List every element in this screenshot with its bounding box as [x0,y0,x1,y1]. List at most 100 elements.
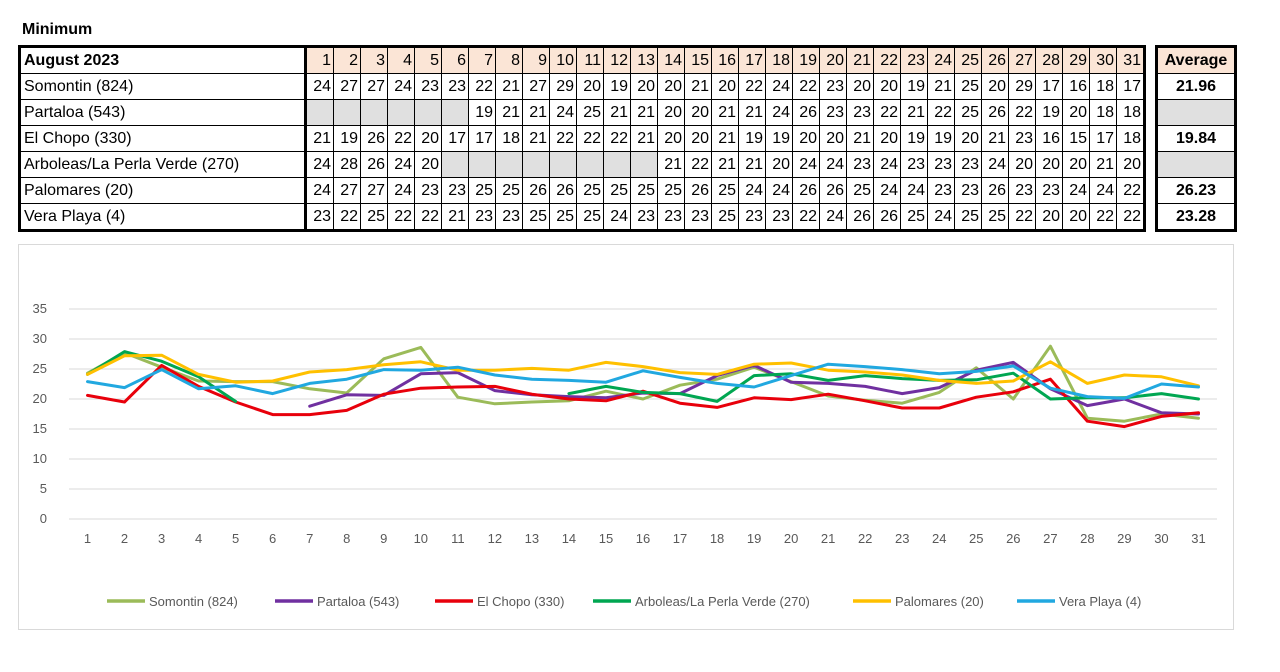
temperature-cell: 29 [1008,73,1036,100]
x-tick-label: 19 [747,531,761,546]
temperature-cell: 20 [1062,99,1090,126]
temperature-cell: 17 [1035,73,1063,100]
temperature-cell: 22 [738,73,766,100]
temperature-cell [576,151,604,178]
temperature-cell: 22 [1008,99,1036,126]
series-line [86,353,1200,388]
temperature-cell: 27 [360,177,388,204]
temperature-cell: 22 [1116,177,1145,204]
day-header: 25 [954,46,982,74]
day-header: 9 [522,46,550,74]
temperature-cell: 22 [576,125,604,152]
temperature-cell: 25 [657,177,685,204]
temperature-cell: 21 [630,99,658,126]
temperature-cell: 23 [900,151,928,178]
station-name: Somontin (824) [19,73,307,100]
x-tick-label: 31 [1191,531,1205,546]
x-tick-label: 26 [1006,531,1020,546]
temperature-cell: 21 [1089,151,1117,178]
average-cell: 23.28 [1156,203,1236,231]
temperature-cell: 25 [576,177,604,204]
day-header: 15 [684,46,712,74]
day-header: 8 [495,46,523,74]
temperature-cell: 21 [305,125,334,152]
temperature-cell: 25 [846,177,874,204]
header-label: August 2023 [19,46,307,74]
table-row: Partaloa (543) 19 21 21 24 25 21 21 20 20 21 21 24 26… [19,99,1145,126]
temperature-cell: 22 [792,203,820,231]
day-header: 10 [549,46,577,74]
temperature-cell: 23 [630,203,658,231]
temperature-cell: 26 [522,177,550,204]
average-cell [1156,151,1236,178]
temperature-cell: 20 [576,73,604,100]
temperature-cell: 26 [873,203,901,231]
x-tick-label: 12 [488,531,502,546]
temperature-cell: 25 [981,203,1009,231]
temperature-cell: 26 [981,177,1009,204]
legend-label: Somontin (824) [149,594,238,609]
temperature-cell: 24 [305,151,334,178]
average-cell [1156,99,1236,126]
temperature-cell: 25 [954,73,982,100]
temperature-cell: 21 [684,73,712,100]
temperature-cell: 18 [1116,125,1145,152]
temperature-cell: 26 [360,125,388,152]
temperature-cell: 23 [495,203,523,231]
x-tick-label: 28 [1080,531,1094,546]
temperature-cell: 23 [738,203,766,231]
temperature-cell: 21 [927,73,955,100]
temperature-cell: 21 [495,99,523,126]
temperature-cell [549,151,577,178]
table-header-row: August 2023 1 2 3 4 5 6 7 8 9 10 11 12 13 14 15 16 17 18 19… [19,46,1145,74]
table-row: Somontin (824) 24 27 27 24 23 23 22 21 27 29 20 19 20… [19,73,1145,100]
temperature-cell: 23 [927,177,955,204]
day-header: 2 [333,46,361,74]
day-header: 4 [387,46,415,74]
temperature-cell: 20 [1062,203,1090,231]
temperature-cell: 20 [657,73,685,100]
x-tick-label: 27 [1043,531,1057,546]
temperature-cell: 20 [954,125,982,152]
average-row [1156,99,1236,126]
temperature-cell: 23 [954,177,982,204]
x-tick-label: 23 [895,531,909,546]
temperature-cell: 18 [1089,99,1117,126]
average-header-row: Average [1156,46,1236,74]
day-header: 28 [1035,46,1063,74]
temperature-cell: 25 [576,203,604,231]
temperature-cell: 25 [522,203,550,231]
temperature-cell: 21 [738,99,766,126]
temperature-cell [522,151,550,178]
day-header: 13 [630,46,658,74]
temperature-cell: 20 [711,73,739,100]
temperature-cell: 27 [333,73,361,100]
average-table: Average 21.96 19.84 26.23 23.28 [1155,45,1237,232]
y-tick-label: 10 [33,451,47,466]
y-tick-label: 20 [33,391,47,406]
temperature-cell: 19 [765,125,793,152]
y-tick-label: 35 [33,301,47,316]
day-header: 24 [927,46,955,74]
temperature-cell: 18 [1089,73,1117,100]
temperature-cell: 21 [738,151,766,178]
temperature-cell: 16 [1062,73,1090,100]
station-name: El Chopo (330) [19,125,307,152]
temperature-cell: 24 [819,203,847,231]
temperature-cell: 17 [468,125,496,152]
temperature-cell: 25 [603,177,631,204]
temperature-cell: 28 [333,151,361,178]
x-tick-label: 24 [932,531,946,546]
temperature-cell: 21 [900,99,928,126]
page-title: Minimum [22,21,93,38]
temperature-cell: 25 [711,177,739,204]
temperature-cell: 20 [630,73,658,100]
temperature-cell: 23 [954,151,982,178]
day-header: 7 [468,46,496,74]
temperature-cell: 26 [792,99,820,126]
temperature-cell: 24 [549,99,577,126]
temperature-cell: 21 [657,151,685,178]
temperature-cell: 17 [1089,125,1117,152]
temperature-cell: 22 [684,151,712,178]
temperature-cell: 20 [684,99,712,126]
